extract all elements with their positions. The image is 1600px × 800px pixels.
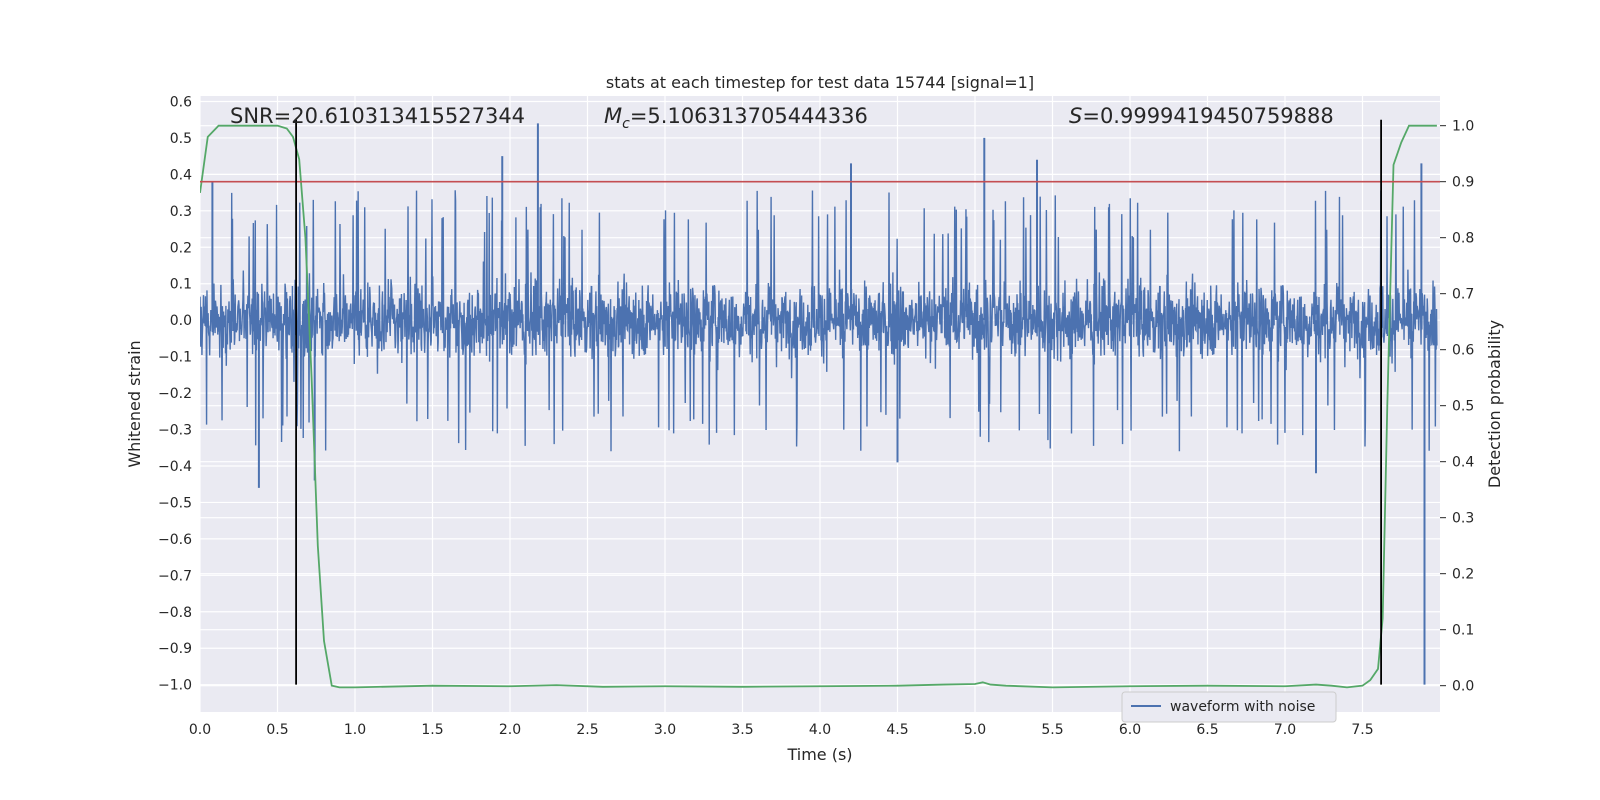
snr-annotation: SNR=20.610313415527344	[230, 104, 525, 128]
chirp-mass-annotation: Mc=5.106313705444336	[604, 104, 868, 132]
x-tick-label: 6.0	[1119, 722, 1141, 738]
y2-tick-label: 0.5	[1452, 399, 1474, 415]
x-tick-label: 3.0	[654, 722, 676, 738]
x-tick-label: 5.0	[964, 722, 986, 738]
y-tick-label: −0.8	[158, 605, 192, 621]
legend-box	[1121, 691, 1337, 723]
x-axis-title: Time (s)	[786, 745, 852, 764]
score-annotation: S=0.9999419450759888	[1069, 104, 1334, 128]
y-tick-label: 0.2	[170, 240, 192, 256]
y2-tick-label: 0.2	[1452, 567, 1474, 583]
x-tick-label: 5.5	[1041, 722, 1063, 738]
x-tick-label: 1.0	[344, 722, 366, 738]
y-tick-label: −1.0	[158, 678, 192, 694]
y-tick-label: 0.3	[170, 204, 192, 220]
y-tick-label: −0.1	[158, 350, 192, 366]
y2-tick-label: 0.6	[1452, 343, 1474, 359]
y2-tick-label: 1.0	[1452, 119, 1474, 135]
x-tick-label: 4.0	[809, 722, 831, 738]
x-tick-label: 3.5	[731, 722, 753, 738]
y-tick-label: −0.4	[158, 459, 192, 475]
y2-tick-label: 0.1	[1452, 623, 1474, 639]
legend: waveform with noise	[1121, 691, 1337, 723]
legend-label: waveform with noise	[1170, 699, 1315, 715]
y-tick-label: 0.4	[170, 167, 192, 183]
tick-labels: 0.0 0.5 1.0 1.5 2.0 2.5 3.0 3.5 4.0 4.5 5.0 5.5 6.0 6…	[158, 94, 1474, 738]
detection-probability-line	[200, 124, 1437, 689]
y-tick-label: −0.5	[158, 495, 192, 511]
y2-tick-label: 0.3	[1452, 511, 1474, 527]
y-tick-label: −0.6	[158, 532, 192, 548]
x-tick-label: 0.0	[189, 722, 211, 738]
data-layer	[200, 119, 1440, 689]
x-tick-label: 7.0	[1274, 722, 1296, 738]
y-tick-label: 0.1	[170, 277, 192, 293]
x-tick-label: 0.5	[266, 722, 288, 738]
y2-tick-label: 0.4	[1452, 455, 1474, 471]
y-axis-title: Whitened strain	[125, 340, 144, 467]
x-tick-label: 6.5	[1196, 722, 1218, 738]
y2-tick-label: 0.7	[1452, 287, 1474, 303]
x-tick-label: 4.5	[886, 722, 908, 738]
y-tick-label: 0.6	[170, 94, 192, 110]
y-tick-label: −0.9	[158, 641, 192, 657]
y2-tick-label: 0.0	[1452, 679, 1474, 695]
x-tick-label: 7.5	[1351, 722, 1373, 738]
y-tick-label: 0.5	[170, 131, 192, 147]
x-tick-label: 2.5	[576, 722, 598, 738]
chart-title: stats at each timestep for test data 157…	[606, 73, 1034, 92]
x-tick-label: 1.5	[421, 722, 443, 738]
y-tick-label: 0.0	[170, 313, 192, 329]
y2-tick-label: 0.8	[1452, 231, 1474, 247]
y2-axis-title: Detection probability	[1485, 320, 1504, 488]
y2-tick-label: 0.9	[1452, 175, 1474, 191]
y-tick-label: −0.7	[158, 568, 192, 584]
y-tick-label: −0.2	[158, 386, 192, 402]
waveform-line	[200, 190, 1438, 452]
y-tick-label: −0.3	[158, 423, 192, 439]
x-tick-label: 2.0	[499, 722, 521, 738]
